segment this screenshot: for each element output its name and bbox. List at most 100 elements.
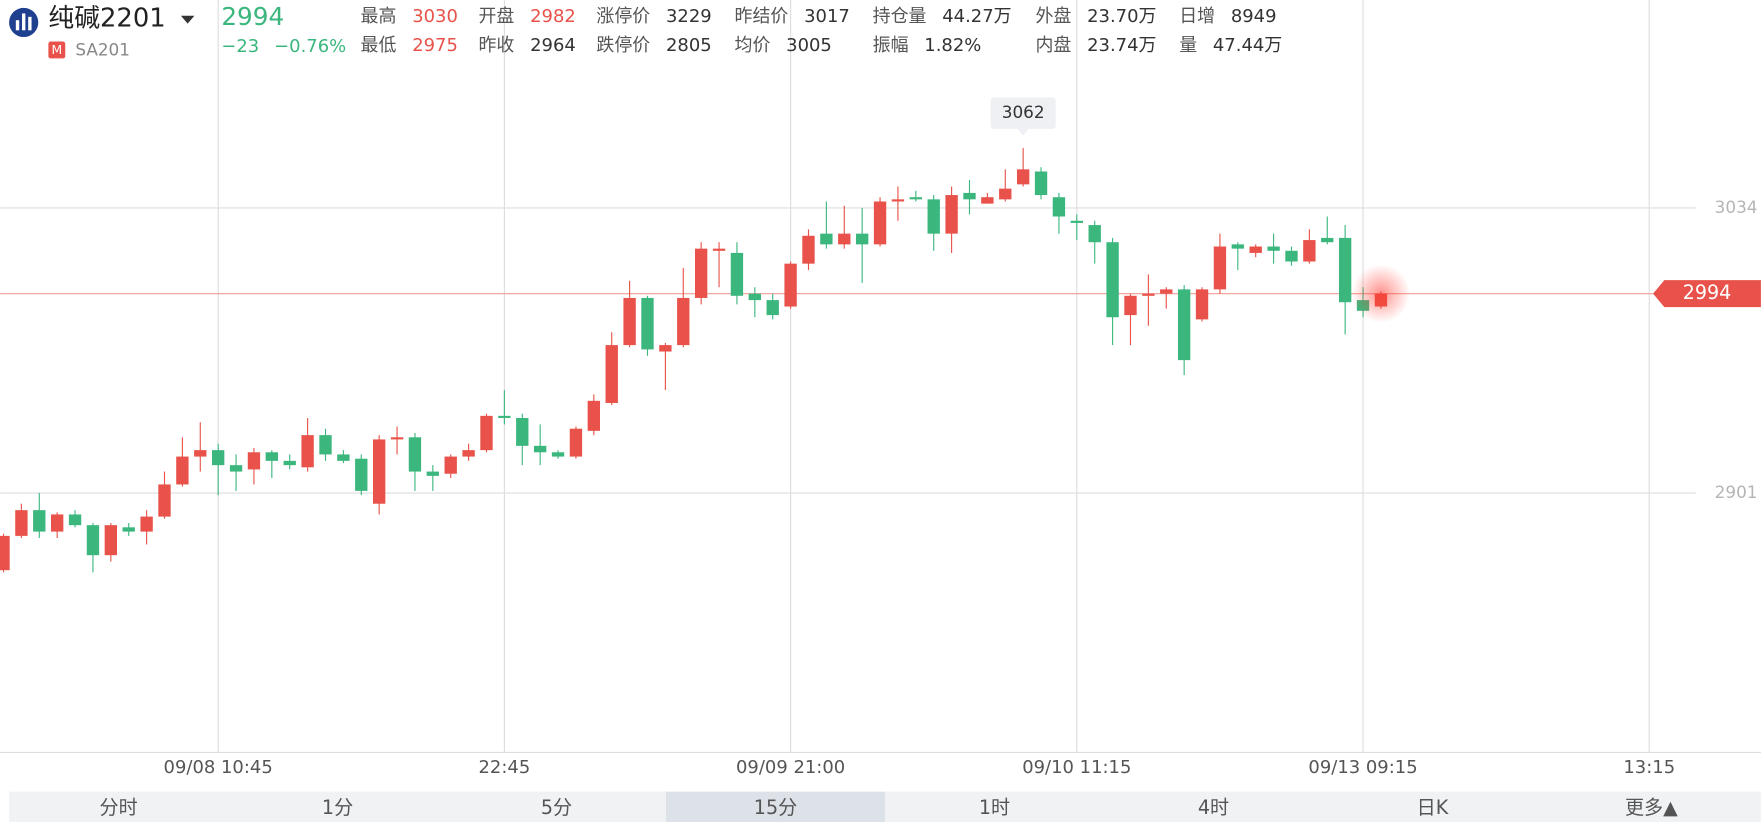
candle-body xyxy=(820,233,833,245)
latest-glow xyxy=(1351,264,1411,323)
candle-body xyxy=(784,263,797,307)
x-tick-label: 22:45 xyxy=(479,757,531,778)
candle-body xyxy=(1231,244,1244,249)
candle-body xyxy=(1213,246,1227,290)
candle-body xyxy=(1285,250,1298,262)
period-tabs: 分时 1分 5分 15分 1时 4时 日K 更多▲ xyxy=(9,791,1761,822)
candle-body xyxy=(1249,246,1262,253)
candle-body xyxy=(909,197,922,200)
period-tab[interactable]: 分时 xyxy=(99,796,137,819)
logo-bar xyxy=(28,16,32,31)
stat-label: 量 xyxy=(1179,35,1197,56)
candle-body xyxy=(1070,220,1083,223)
period-tab[interactable]: 1分 xyxy=(322,796,353,819)
price-change: −23 xyxy=(221,36,259,57)
candle-body xyxy=(677,297,690,346)
stat-value: 2964 xyxy=(530,35,576,56)
logo-bar xyxy=(15,20,20,31)
candle-body xyxy=(1016,169,1030,185)
candle-body xyxy=(480,415,493,451)
contract-title: 纯碱2201 xyxy=(48,4,165,34)
period-tab[interactable]: 更多▲ xyxy=(1625,796,1678,819)
period-tab[interactable]: 日K xyxy=(1417,796,1449,819)
candle-body xyxy=(444,456,457,474)
candle-body xyxy=(0,535,10,571)
candle-body xyxy=(86,525,100,556)
candle-body xyxy=(33,510,46,532)
price-change-pct: −0.76% xyxy=(274,36,346,57)
candle-body xyxy=(712,248,726,251)
candle-body xyxy=(1052,197,1066,217)
header: 纯碱2201 2994 M SA201 −23 −0.76% 最高 3030 开盘 2… xyxy=(9,2,1282,60)
y-tick-label: 3034 xyxy=(1715,197,1758,217)
stat-label: 均价 xyxy=(735,35,771,56)
stat-label: 开盘 xyxy=(478,6,514,27)
y-tick-label: 2901 xyxy=(1715,482,1758,502)
candle-body xyxy=(999,188,1012,200)
candle-body xyxy=(1338,237,1352,303)
tab-selected-bg xyxy=(666,791,885,822)
candle-body xyxy=(694,248,708,298)
period-tab[interactable]: 4时 xyxy=(1198,796,1229,819)
candle-body xyxy=(176,456,189,485)
x-tick-label: 09/08 10:45 xyxy=(164,757,273,778)
candle-body xyxy=(533,445,547,453)
candle-body xyxy=(319,435,332,455)
candle-body xyxy=(1177,289,1191,361)
dropdown-arrow[interactable] xyxy=(180,15,195,24)
stat-value: 23.74万 xyxy=(1087,35,1156,56)
stat-value: 23.70万 xyxy=(1087,6,1156,27)
stat-value: 2975 xyxy=(412,35,458,56)
stat-label: 持仓量 xyxy=(873,6,927,27)
candle-body xyxy=(551,452,565,457)
stat-label: 日增 xyxy=(1179,6,1215,27)
candle-body xyxy=(1124,295,1137,316)
candle-body xyxy=(927,199,940,234)
candle-body xyxy=(104,525,118,556)
stat-value: 2982 xyxy=(530,6,576,27)
candle-body xyxy=(730,252,744,296)
candle-body xyxy=(283,460,296,466)
candle-body xyxy=(981,197,994,204)
market-badge xyxy=(48,41,66,59)
logo-bar xyxy=(22,13,26,31)
badge-text: M xyxy=(51,43,62,57)
candle-body xyxy=(158,484,171,517)
last-price: 2994 xyxy=(221,2,284,31)
stat-label: 内盘 xyxy=(1035,35,1071,56)
x-tick-label: 13:15 xyxy=(1623,757,1675,778)
stat-label: 昨结价 xyxy=(735,6,789,27)
stat-label: 跌停价 xyxy=(596,35,650,56)
max-tooltip-text: 3062 xyxy=(1002,102,1045,122)
candle-body xyxy=(659,345,672,352)
candle-body xyxy=(766,300,779,316)
stat-value: 2805 xyxy=(666,35,712,56)
candle-body xyxy=(229,465,243,472)
stat-value: 44.27万 xyxy=(942,6,1011,27)
x-tick-label: 09/13 09:15 xyxy=(1308,757,1417,778)
period-tab[interactable]: 5分 xyxy=(541,796,572,819)
candle-body xyxy=(569,428,583,457)
period-tab[interactable]: 1时 xyxy=(979,796,1010,819)
candle-body xyxy=(623,297,636,346)
candle-body xyxy=(372,439,386,504)
stat-label: 外盘 xyxy=(1035,6,1071,27)
candle-body xyxy=(748,293,762,301)
candle-body xyxy=(1106,242,1119,318)
max-tooltip xyxy=(990,97,1056,129)
stat-value: 3005 xyxy=(786,35,832,56)
candle-body xyxy=(50,514,64,532)
last-price-tag xyxy=(1653,280,1761,308)
candle-body xyxy=(1321,237,1334,243)
stat-label: 振幅 xyxy=(873,35,909,56)
candle-body xyxy=(140,516,153,532)
candle-body xyxy=(802,235,815,264)
candle-body xyxy=(945,195,958,234)
period-tab[interactable]: 15分 xyxy=(754,796,797,819)
candle-body xyxy=(194,450,207,457)
candle-body xyxy=(605,345,618,403)
candle-body xyxy=(426,471,440,476)
